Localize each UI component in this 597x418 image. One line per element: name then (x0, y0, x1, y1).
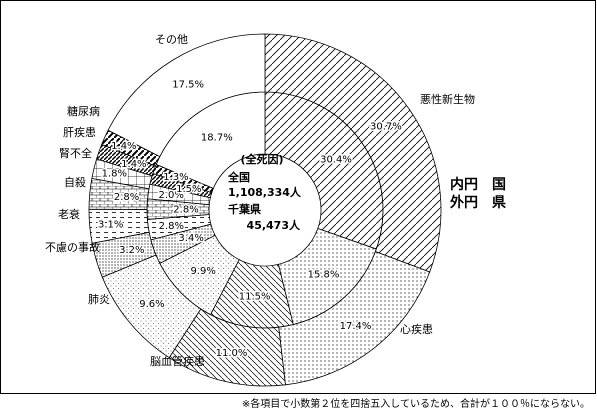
category-label: 自殺 (64, 175, 86, 189)
category-label: 悪性新生物 (420, 92, 475, 106)
value-label: 30.7% (370, 121, 402, 132)
value-label: 2.8% (159, 221, 184, 232)
value-label: 9.6% (139, 299, 164, 310)
value-label: 3.1% (98, 219, 123, 230)
value-label: 3.4% (178, 233, 203, 244)
category-label: 脳血管疾患 (150, 354, 205, 368)
value-label: 2.8% (114, 192, 139, 203)
value-label: 18.7% (201, 133, 233, 144)
value-label: 15.8% (308, 269, 340, 280)
value-label: 11.5% (239, 291, 271, 302)
legend-inner: 内円 国 (450, 176, 506, 193)
category-label: その他 (155, 33, 188, 46)
center-text: 45,473人 (247, 218, 301, 232)
value-label: 1.5% (176, 184, 201, 195)
category-label: 腎不全 (59, 146, 92, 160)
value-label: 9.9% (190, 266, 215, 277)
category-label: 糖尿病 (67, 104, 100, 118)
value-label: 1.8% (102, 169, 127, 180)
center-text: 1,108,334人 (228, 185, 302, 199)
value-label: 17.5% (172, 80, 204, 91)
category-label: 肺炎 (88, 293, 110, 306)
slice (264, 33, 442, 273)
footnote: ※各項目で小数第２位を四捨五入しているため、合計が１００％にならない。 (242, 397, 590, 410)
center-text: (全死因) (240, 152, 283, 166)
category-label: 肝疾患 (63, 125, 96, 139)
value-label: 2.0% (158, 190, 183, 201)
value-label: 30.4% (320, 155, 352, 166)
legend-outer: 外円 県 (450, 194, 506, 211)
center-text: 全国 (227, 170, 250, 184)
value-label: 2.8% (173, 204, 198, 215)
value-label: 1.3% (163, 172, 188, 183)
category-label: 心疾患 (400, 322, 433, 336)
value-label: 11.0% (216, 348, 248, 359)
frame (0, 0, 596, 394)
value-label: 3.2% (119, 245, 144, 256)
category-label: 不慮の事故 (45, 240, 100, 254)
center-text: 千葉県 (228, 202, 261, 216)
value-label: 1.4% (121, 159, 146, 170)
slice (107, 33, 266, 158)
category-label: 老衰 (58, 207, 80, 221)
value-label: 1.4% (111, 141, 136, 152)
value-label: 17.4% (340, 321, 372, 332)
